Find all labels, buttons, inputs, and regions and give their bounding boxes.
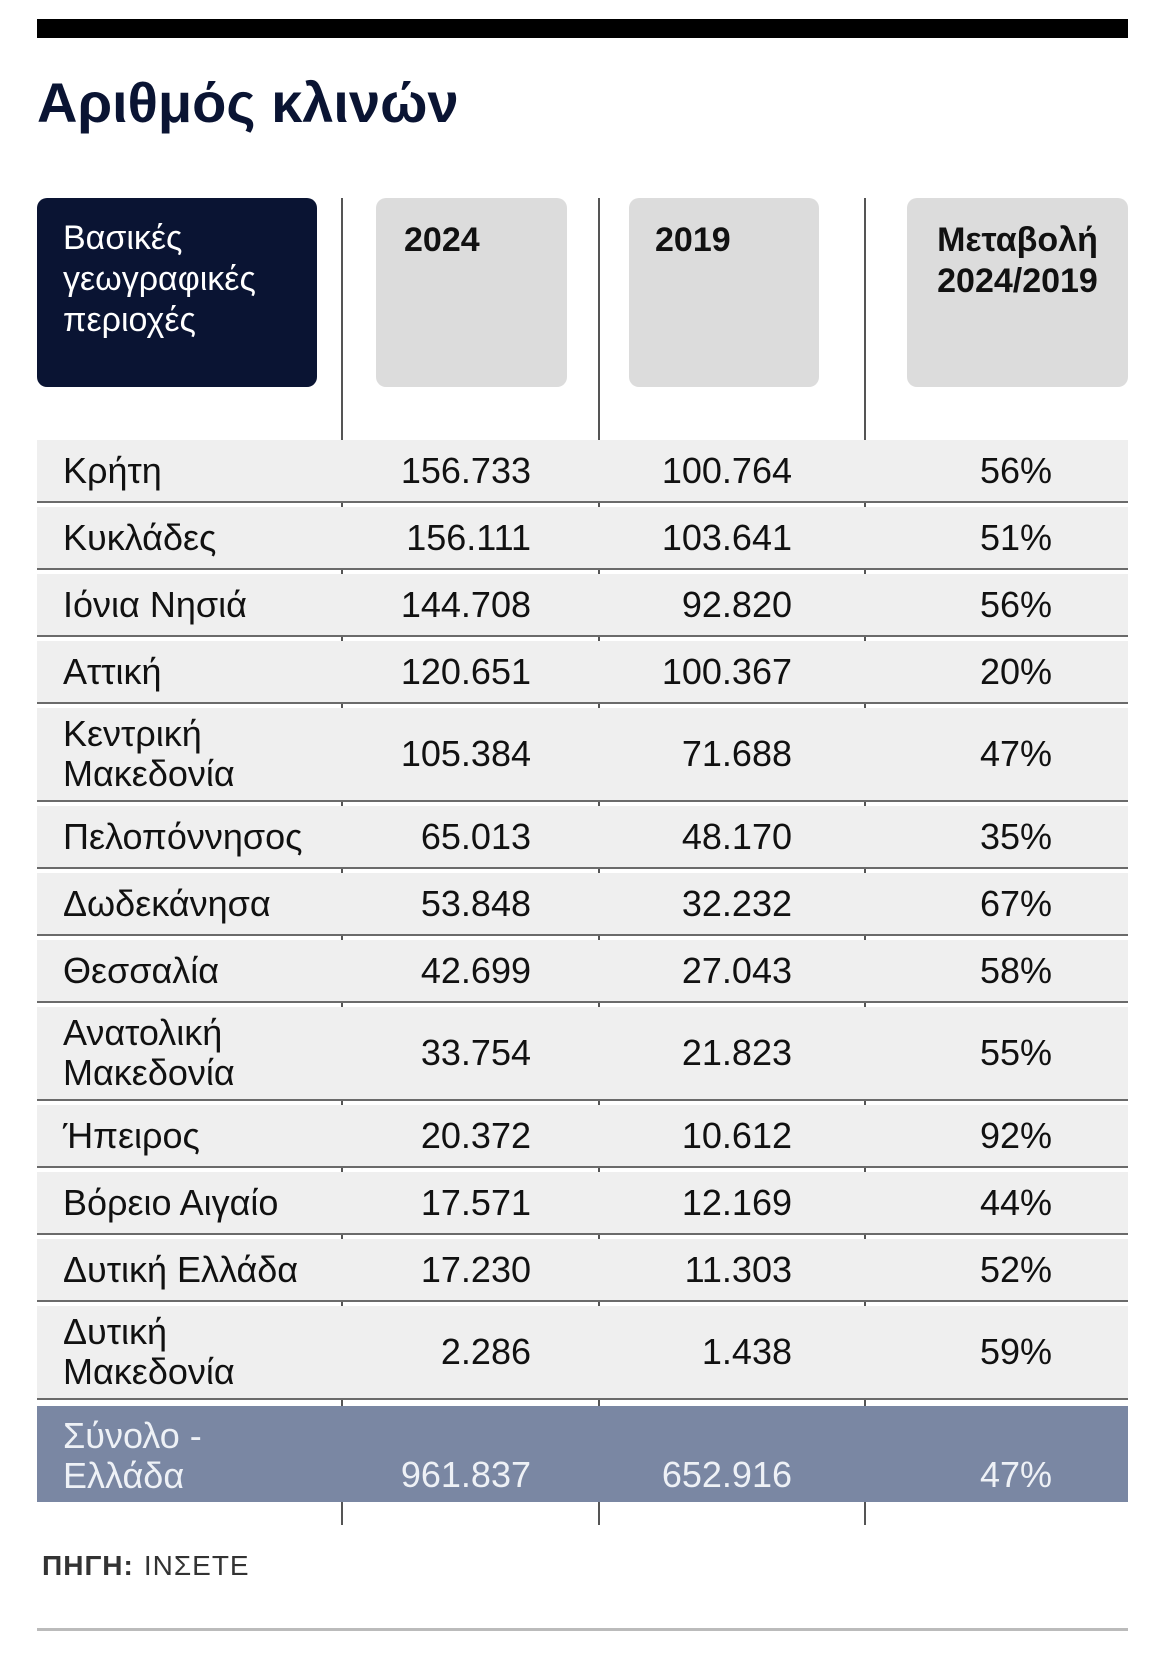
value-cell: 17.230 [420,1248,531,1290]
value-cell: 48.170 [681,815,792,857]
table: Βασικές γεωγραφικές περιοχές 2024 2019 Μ… [37,198,1128,1506]
value-cell: 53.848 [420,882,531,924]
header-cell: Βασικές γεωγραφικές περιοχές [37,198,317,387]
region-cell: Βόρειο Αιγαίο [63,1181,279,1223]
value-cell: 20% [979,650,1052,692]
table-row: Θεσσαλία 42.699 27.043 58% [37,940,1128,1003]
value-cell: 156.111 [406,516,531,558]
title: Αριθμός κλινών [37,71,459,134]
value-cell: 27.043 [681,949,792,991]
table-row: Κεντρική Μακεδονία 105.384 71.688 47% [37,708,1128,802]
table-row: Πελοπόννησος 65.013 48.170 35% [37,806,1128,869]
header-cell: 2019 [629,198,819,387]
table-row: Αττική 120.651 100.367 20% [37,641,1128,704]
value-cell: 44% [979,1181,1052,1223]
value-cell: 961.837 [400,1454,531,1495]
table-row: Κρήτη 156.733 100.764 56% [37,440,1128,503]
header-row: Βασικές γεωγραφικές περιοχές 2024 2019 Μ… [37,198,1128,387]
value-cell: 35% [979,815,1052,857]
table-row: Βόρειο Αιγαίο 17.571 12.169 44% [37,1172,1128,1235]
header-cell: 2024 [376,198,567,387]
value-cell: 58% [979,949,1052,991]
region-cell: Σύνολο - Ελλάδα [63,1415,202,1496]
table-row: Δωδεκάνησα 53.848 32.232 67% [37,873,1128,936]
value-cell: 47% [979,733,1052,774]
region-cell: Δωδεκάνησα [63,882,271,924]
region-cell: Πελοπόννησος [63,815,303,857]
value-cell: 652.916 [661,1454,792,1495]
value-cell: 33.754 [420,1032,531,1073]
value-cell: 92.820 [681,583,792,625]
table-row: Ιόνια Νησιά 144.708 92.820 56% [37,574,1128,637]
region-cell: Κεντρική Μακεδονία [63,713,235,794]
value-cell: 11.303 [684,1248,792,1290]
value-cell: 10.612 [681,1114,792,1156]
region-cell: Δυτική Μακεδονία [63,1311,235,1392]
region-cell: Δυτική Ελλάδα [63,1248,299,1290]
region-cell: Κρήτη [63,449,162,491]
table-row: Ήπειρος 20.372 10.612 92% [37,1105,1128,1168]
source-text: ΙΝΣΕΤΕ [143,1550,250,1581]
value-cell: 71.688 [681,733,792,774]
table-row: Κυκλάδες 156.111 103.641 51% [37,507,1128,570]
value-cell: 156.733 [400,449,531,491]
total-row: Σύνολο - Ελλάδα 961.837 652.916 47% [37,1406,1128,1502]
table-row: Δυτική Ελλάδα 17.230 11.303 52% [37,1239,1128,1302]
value-cell: 20.372 [420,1114,531,1156]
region-cell: Ήπειρος [63,1114,200,1156]
value-cell: 100.367 [661,650,792,692]
value-cell: 42.699 [420,949,531,991]
value-cell: 32.232 [681,882,792,924]
top-bar [37,19,1128,38]
value-cell: 67% [979,882,1052,924]
table-row: Ανατολική Μακεδονία 33.754 21.823 55% [37,1007,1128,1101]
value-cell: 1.438 [701,1331,792,1372]
value-cell: 65.013 [420,815,531,857]
value-cell: 52% [979,1248,1052,1290]
source: ΠΗΓΗ: ΙΝΣΕΤΕ [42,1550,250,1582]
value-cell: 51% [979,516,1052,558]
value-cell: 56% [979,449,1052,491]
value-cell: 92% [979,1114,1052,1156]
value-cell: 103.641 [661,516,792,558]
value-cell: 144.708 [400,583,531,625]
value-cell: 100.764 [661,449,792,491]
value-cell: 120.651 [400,650,531,692]
value-cell: 2.286 [440,1331,531,1372]
value-cell: 21.823 [681,1032,792,1073]
value-cell: 105.384 [400,733,531,774]
table-body: Κρήτη 156.733 100.764 56% Κυκλάδες 156.111 103… [37,440,1128,1502]
value-cell: 59% [979,1331,1052,1372]
region-cell: Ανατολική Μακεδονία [63,1012,235,1093]
value-cell: 56% [979,583,1052,625]
source-label: ΠΗΓΗ: [42,1550,134,1581]
bottom-line [37,1628,1128,1631]
header-cell: Μεταβολή 2024/2019 [907,198,1128,387]
region-cell: Ιόνια Νησιά [63,583,247,625]
table-row: Δυτική Μακεδονία 2.286 1.438 59% [37,1306,1128,1400]
value-cell: 47% [979,1454,1052,1495]
region-cell: Αττική [63,650,162,692]
value-cell: 17.571 [420,1181,531,1223]
value-cell: 55% [979,1032,1052,1073]
region-cell: Κυκλάδες [63,516,217,558]
value-cell: 12.169 [681,1181,792,1223]
region-cell: Θεσσαλία [63,949,220,991]
